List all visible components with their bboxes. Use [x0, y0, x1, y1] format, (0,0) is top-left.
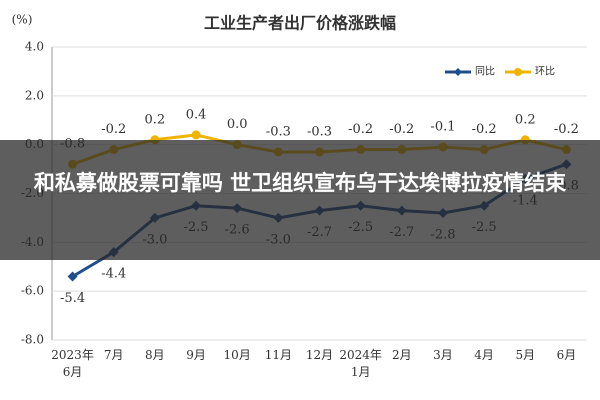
x-tick-label: 11月 — [264, 348, 292, 362]
x-tick-label: 2024年 1月 — [339, 348, 382, 379]
x-tick-label: 3月 — [433, 348, 453, 362]
x-tick-label: 4月 — [474, 348, 494, 362]
y-tick-label: -6.0 — [21, 284, 44, 298]
y-tick-label: 2.0 — [25, 88, 44, 102]
value-label: 0.4 — [186, 107, 207, 122]
x-tick-label: 8月 — [145, 348, 165, 362]
value-label: -0.1 — [430, 120, 455, 135]
value-label: 0.0 — [227, 117, 248, 132]
value-label: -0.3 — [266, 124, 291, 139]
value-label: -4.4 — [101, 267, 126, 282]
value-label: -0.2 — [348, 122, 373, 137]
point — [191, 130, 201, 140]
chart-title: 工业生产者出厂价格涨跌幅 — [204, 14, 396, 33]
x-tick-label: 10月 — [223, 348, 251, 362]
banner: 和私募做股票可靠吗 世卫组织宣布乌干达埃博拉疫情结束 — [0, 140, 600, 260]
value-label: 0.2 — [145, 112, 166, 127]
value-label: 0.2 — [515, 112, 536, 127]
x-tick-label: 9月 — [186, 348, 206, 362]
value-label: -0.2 — [101, 122, 126, 137]
value-label: -5.4 — [60, 291, 85, 306]
value-label: -0.2 — [472, 122, 497, 137]
x-tick-label: 7月 — [103, 348, 124, 362]
x-tick-label: 12月 — [305, 348, 334, 362]
x-tick-label: 2023年 6月 — [51, 348, 94, 379]
legend-label: 同比 — [475, 66, 495, 78]
x-tick-label: 2月 — [391, 348, 412, 362]
y-tick-label: 4.0 — [25, 40, 44, 54]
legend-label: 环比 — [535, 66, 555, 78]
x-tick-label: 6月 — [556, 348, 577, 362]
value-label: -0.2 — [554, 122, 579, 137]
legend-marker — [514, 68, 522, 76]
value-label: -0.2 — [389, 122, 414, 137]
legend-marker — [454, 68, 462, 76]
value-label: -0.3 — [307, 124, 332, 139]
y-tick-label: -8.0 — [21, 333, 44, 347]
y-axis-label: (%) — [12, 13, 33, 27]
x-tick-label: 5月 — [515, 348, 536, 362]
point — [67, 271, 78, 282]
